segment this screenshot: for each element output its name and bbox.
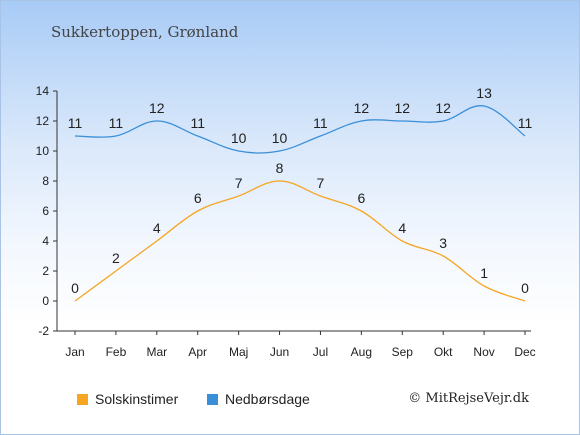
x-tick-label: Jan	[65, 345, 84, 359]
x-tick-label: Nov	[473, 345, 494, 359]
x-axis-ticks: Jan Feb Mar Apr Maj Jun Jul Aug Sep Okt Nov Dec	[65, 331, 536, 359]
y-axis-ticks: -2 0 2 4 6 8 10 12 14	[36, 84, 57, 338]
y-tick-label: 10	[36, 144, 50, 158]
legend-item-sunshine: Solskinstimer	[77, 391, 178, 407]
data-label-precipitation: 11	[190, 115, 205, 131]
page-title: Sukkertoppen, Grønland	[51, 23, 239, 41]
y-tick-label: 14	[36, 84, 50, 98]
chart-axes	[56, 91, 531, 332]
data-label-sunshine: 3	[439, 235, 447, 251]
series-line-precipitation	[74, 105, 526, 154]
x-tick-label: Maj	[229, 345, 248, 359]
data-label-precipitation: 11	[109, 115, 124, 131]
data-label-precipitation: 11	[313, 115, 328, 131]
legend-label-sunshine: Solskinstimer	[95, 391, 179, 407]
data-label-precipitation: 10	[231, 130, 247, 146]
data-label-sunshine: 0	[71, 280, 79, 296]
x-tick-label: Feb	[106, 345, 127, 359]
y-tick-label: 2	[42, 264, 49, 278]
data-label-precipitation: 12	[354, 100, 370, 116]
y-tick-label: 6	[42, 204, 49, 218]
data-label-sunshine: 4	[153, 220, 161, 236]
data-label-sunshine: 0	[521, 280, 529, 296]
x-tick-label: Jul	[313, 345, 328, 359]
x-tick-label: Sep	[392, 345, 414, 359]
y-tick-label: -2	[38, 324, 49, 338]
legend-swatch-precipitation	[207, 393, 218, 405]
data-label-sunshine: 8	[276, 160, 284, 176]
data-label-sunshine: 4	[398, 220, 406, 236]
legend-label-precipitation: Nedbørsdage	[225, 391, 310, 407]
data-label-sunshine: 7	[235, 175, 243, 191]
legend-swatch-sunshine	[77, 393, 88, 405]
series-line-sunshine	[74, 180, 526, 302]
x-tick-label: Dec	[514, 345, 535, 359]
x-tick-label: Apr	[188, 345, 207, 359]
y-tick-label: 0	[42, 294, 49, 308]
x-tick-label: Mar	[146, 345, 167, 359]
y-tick-label: 8	[42, 174, 49, 188]
data-label-precipitation: 12	[435, 100, 451, 116]
y-tick-label: 4	[42, 234, 49, 248]
data-label-precipitation: 10	[272, 130, 288, 146]
legend: Solskinstimer Nedbørsdage	[77, 391, 537, 411]
data-label-sunshine: 6	[194, 190, 202, 206]
data-label-precipitation: 13	[476, 85, 492, 101]
data-label-precipitation: 12	[394, 100, 410, 116]
data-label-sunshine: 1	[480, 265, 488, 281]
data-label-precipitation: 11	[518, 115, 533, 131]
credit-text: © MitRejseVejr.dk	[408, 391, 529, 406]
x-tick-label: Aug	[351, 345, 372, 359]
y-tick-label: 12	[36, 114, 50, 128]
data-label-sunshine: 2	[112, 250, 120, 266]
data-label-sunshine: 6	[357, 190, 365, 206]
x-tick-label: Jun	[270, 345, 289, 359]
series-lines	[74, 105, 526, 302]
data-label-precipitation: 12	[149, 100, 165, 116]
legend-item-precipitation: Nedbørsdage	[207, 391, 310, 407]
x-tick-label: Okt	[434, 345, 453, 359]
data-label-precipitation: 11	[68, 115, 83, 131]
data-label-sunshine: 7	[317, 175, 325, 191]
